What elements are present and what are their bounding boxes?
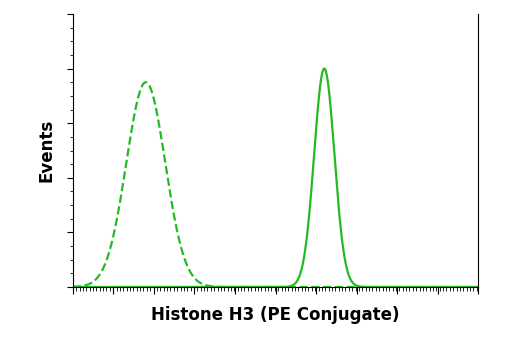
X-axis label: Histone H3 (PE Conjugate): Histone H3 (PE Conjugate) — [151, 306, 400, 324]
Y-axis label: Events: Events — [37, 119, 56, 182]
